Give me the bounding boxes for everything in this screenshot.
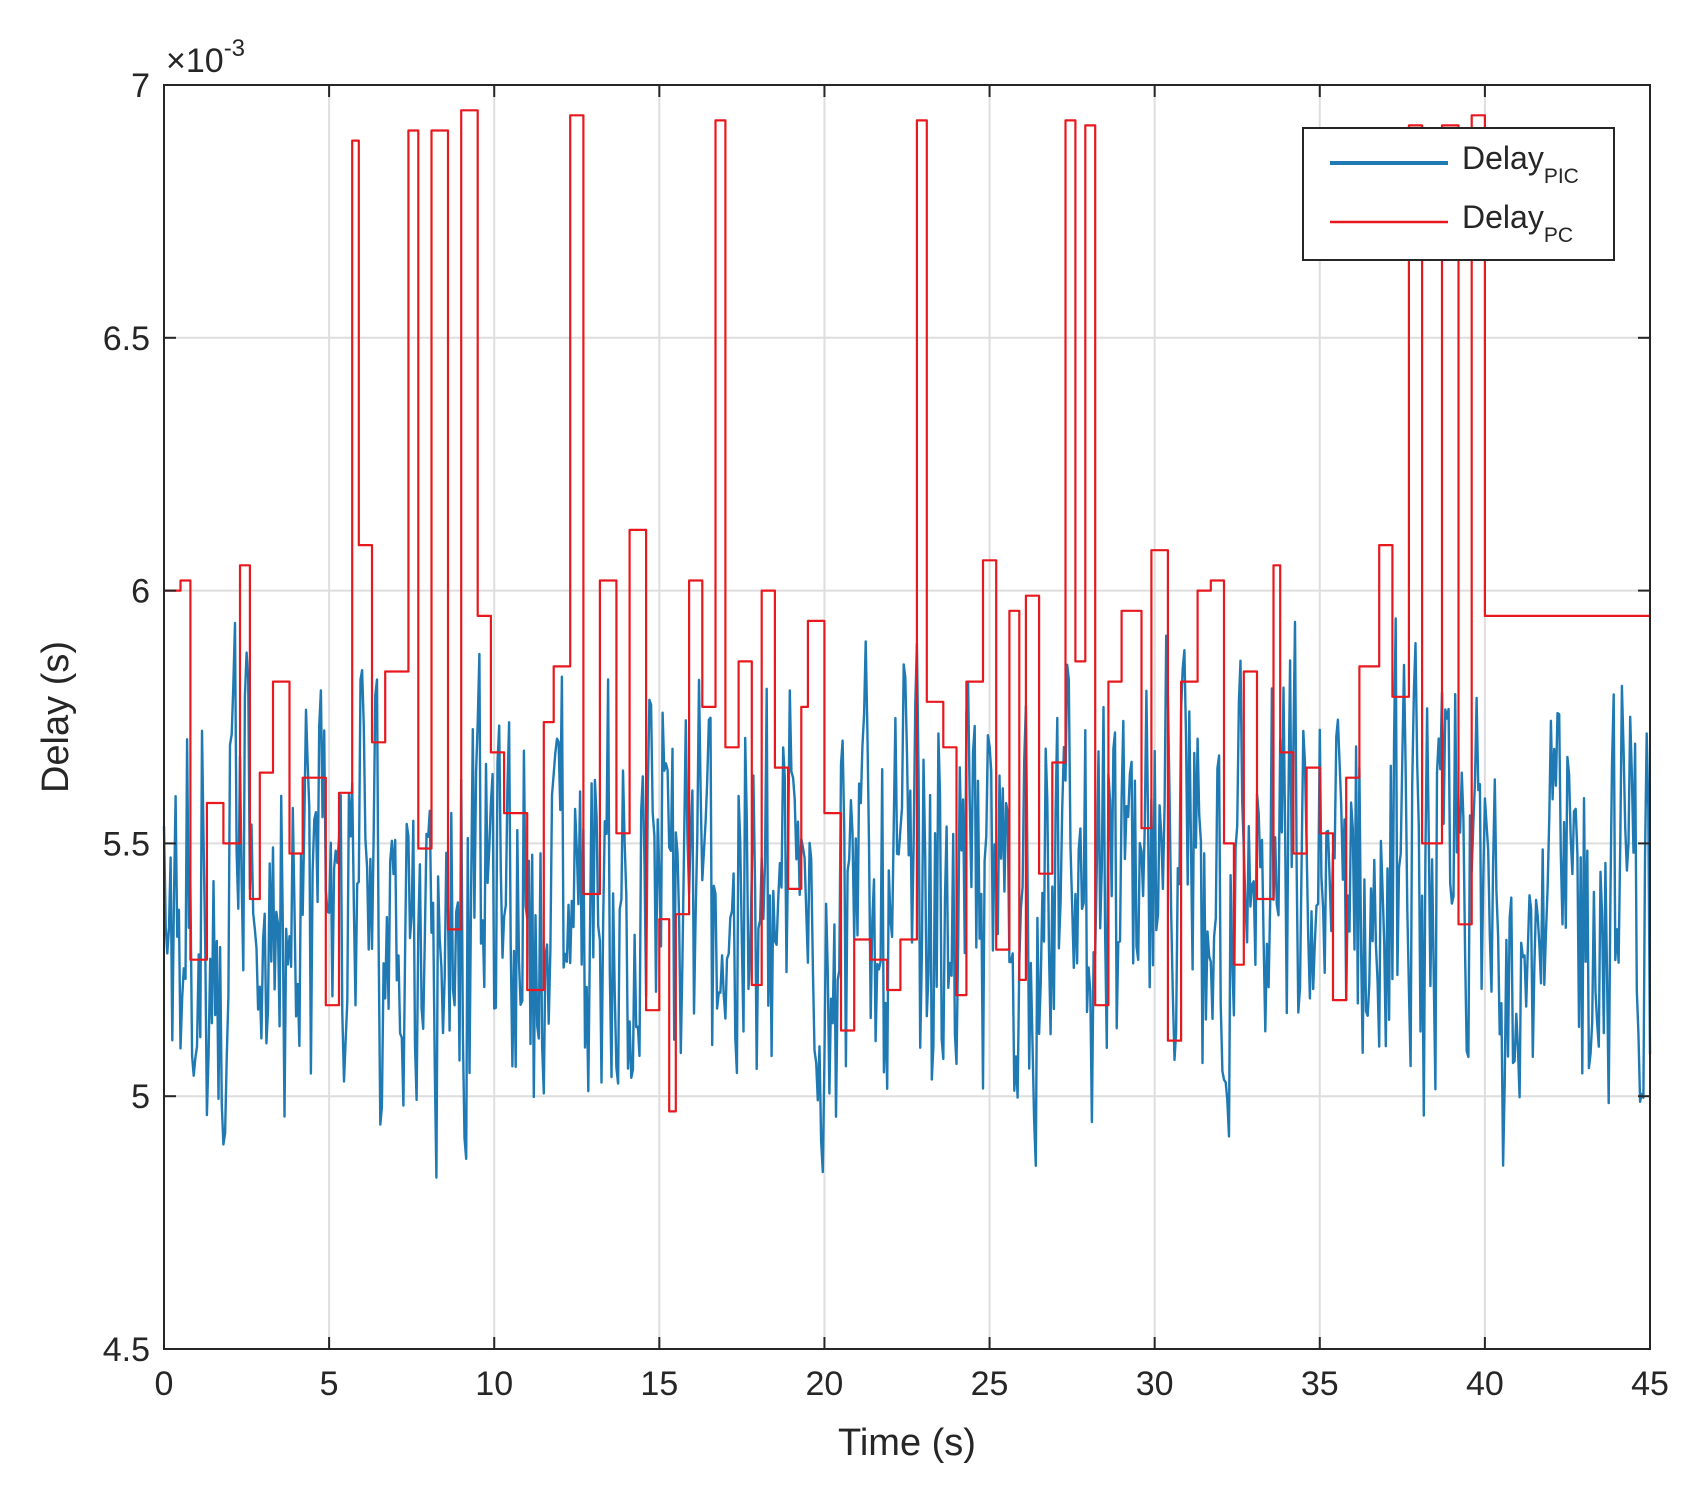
series-layer (162, 109, 1652, 1179)
legend-box (1302, 127, 1615, 261)
x-tick-label: 5 (320, 1365, 339, 1403)
series-delay-pic-line (162, 617, 1652, 1179)
legend: DelayPIC DelayPC (1302, 127, 1615, 261)
y-exponent-power: -3 (224, 35, 245, 62)
y-tick-label: 5.5 (103, 825, 150, 863)
y-exponent-base: ×10 (166, 42, 224, 80)
y-tick-label: 6 (131, 573, 150, 611)
legend-sub-pic: PIC (1544, 165, 1579, 188)
x-tick-label: 0 (155, 1365, 174, 1403)
x-tick-label: 35 (1301, 1365, 1339, 1403)
y-tick-label: 4.5 (103, 1331, 150, 1369)
series-delay-pc-line (164, 109, 1650, 1113)
x-tick-label: 10 (475, 1365, 513, 1403)
x-tick-label: 30 (1136, 1365, 1174, 1403)
x-axis-title: Time (s) (838, 1422, 976, 1464)
y-tick-label: 6.5 (103, 320, 150, 358)
y-tick-label: 7 (131, 67, 150, 105)
legend-label-pc: DelayPC (1462, 199, 1573, 247)
x-tick-label: 40 (1466, 1365, 1504, 1403)
x-tick-label: 20 (806, 1365, 844, 1403)
legend-sub-pc: PC (1544, 224, 1573, 247)
legend-name-pic: Delay (1462, 140, 1544, 176)
y-tick-label: 5 (131, 1078, 150, 1116)
axis-ticks: 0 5 10 15 20 25 30 35 40 45 4.5 5 5.5 6 6.5 7 (103, 67, 1669, 1403)
legend-label-pic: DelayPIC (1462, 140, 1579, 188)
plot-frame (163, 84, 1651, 1350)
x-tick-label: 25 (971, 1365, 1009, 1403)
x-tick-label: 45 (1631, 1365, 1669, 1403)
y-axis-title: Delay (s) (35, 641, 77, 793)
x-tick-label: 15 (640, 1365, 678, 1403)
legend-name-pc: Delay (1462, 199, 1544, 235)
y-exponent: ×10-3 (166, 35, 245, 80)
